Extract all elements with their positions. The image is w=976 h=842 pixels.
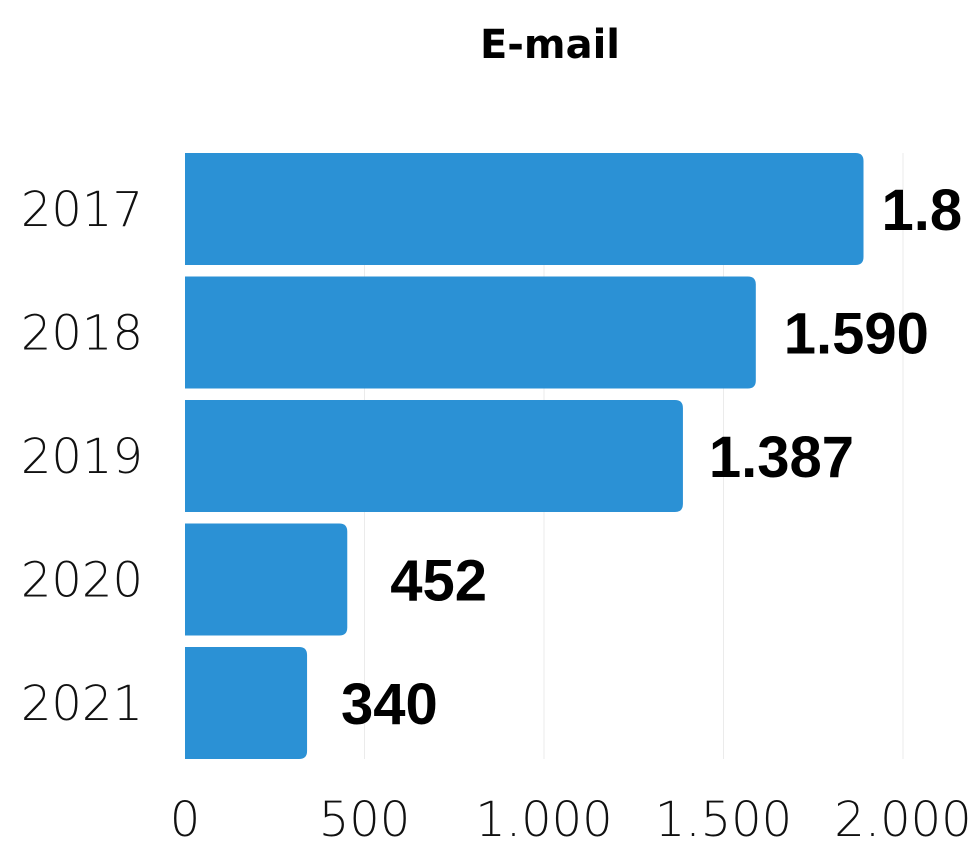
- value-label-2017: 1.8: [882, 178, 963, 243]
- x-tick-label: 0: [170, 792, 201, 842]
- bar-2018: [185, 276, 756, 389]
- bar-2020: [185, 523, 348, 636]
- bars: [185, 153, 864, 759]
- value-label-2021: 340: [341, 672, 438, 737]
- category-labels: 2017 2018 2019 2020 2021: [21, 182, 143, 732]
- x-tick-label: 2.000: [834, 792, 971, 842]
- value-label-2018: 1.590: [784, 302, 929, 367]
- chart-title: E-mail: [480, 22, 620, 68]
- value-label-2020: 452: [390, 549, 487, 614]
- bar-2019: [185, 400, 683, 512]
- category-label-2018: 2018: [21, 306, 143, 362]
- x-axis-tick-labels: 0 500 1.000 1.500 2.000: [170, 792, 972, 842]
- x-tick-label: 500: [319, 792, 411, 842]
- bar-2021: [185, 647, 308, 759]
- bar-2017: [185, 153, 864, 265]
- value-label-2019: 1.387: [709, 425, 854, 490]
- category-label-2020: 2020: [21, 553, 143, 609]
- category-label-2019: 2019: [21, 429, 143, 485]
- x-tick-label: 1.000: [475, 792, 612, 842]
- category-label-2017: 2017: [21, 182, 143, 238]
- category-label-2021: 2021: [21, 676, 143, 732]
- value-labels: 1.8 1.590 1.387 452 340: [341, 178, 962, 737]
- x-tick-label: 1.500: [655, 792, 792, 842]
